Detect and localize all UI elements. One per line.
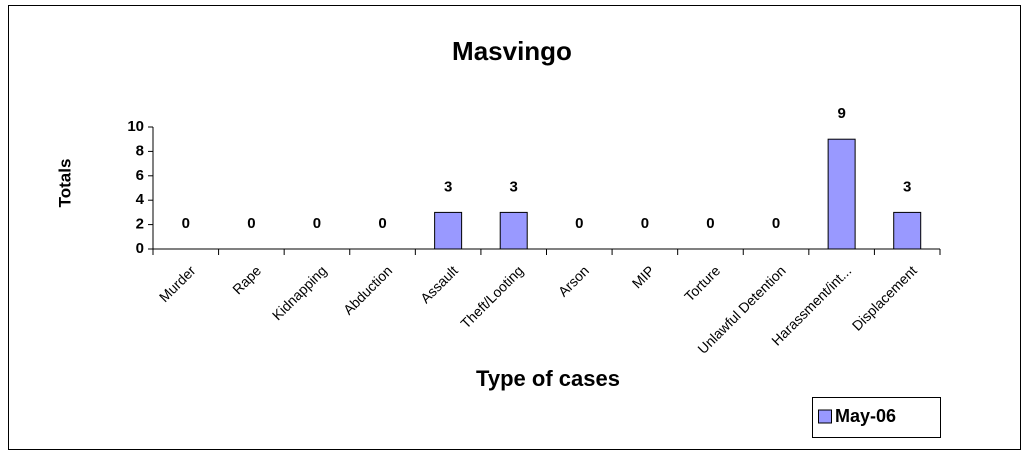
data-label: 0 <box>378 215 386 232</box>
y-tick-label: 8 <box>136 142 144 159</box>
data-label: 3 <box>444 178 452 195</box>
bar <box>499 211 528 250</box>
bar <box>893 211 922 250</box>
legend-box <box>812 397 941 438</box>
legend-label: May-06 <box>835 406 896 426</box>
data-label: 0 <box>575 215 583 232</box>
data-label: 0 <box>772 215 780 232</box>
legend: May-06 <box>812 397 941 438</box>
bar <box>434 211 463 250</box>
y-tick-label: 4 <box>136 191 145 208</box>
y-tick-label: 6 <box>136 167 144 184</box>
bar <box>827 138 856 250</box>
data-label: 0 <box>706 215 714 232</box>
data-label: 0 <box>182 215 190 232</box>
data-label: 9 <box>837 105 845 122</box>
chart-title: Masvingo <box>452 36 572 66</box>
data-label: 0 <box>247 215 255 232</box>
data-label: 0 <box>641 215 649 232</box>
legend-swatch <box>818 409 832 424</box>
y-axis-title: Totals <box>55 159 74 208</box>
y-tick-label: 0 <box>136 240 144 257</box>
y-tick-label: 2 <box>136 216 144 233</box>
y-tick-label: 10 <box>127 118 144 135</box>
data-label: 3 <box>510 178 518 195</box>
data-label: 0 <box>313 215 321 232</box>
x-axis-title: Type of cases <box>476 366 620 391</box>
data-label: 3 <box>903 178 911 195</box>
